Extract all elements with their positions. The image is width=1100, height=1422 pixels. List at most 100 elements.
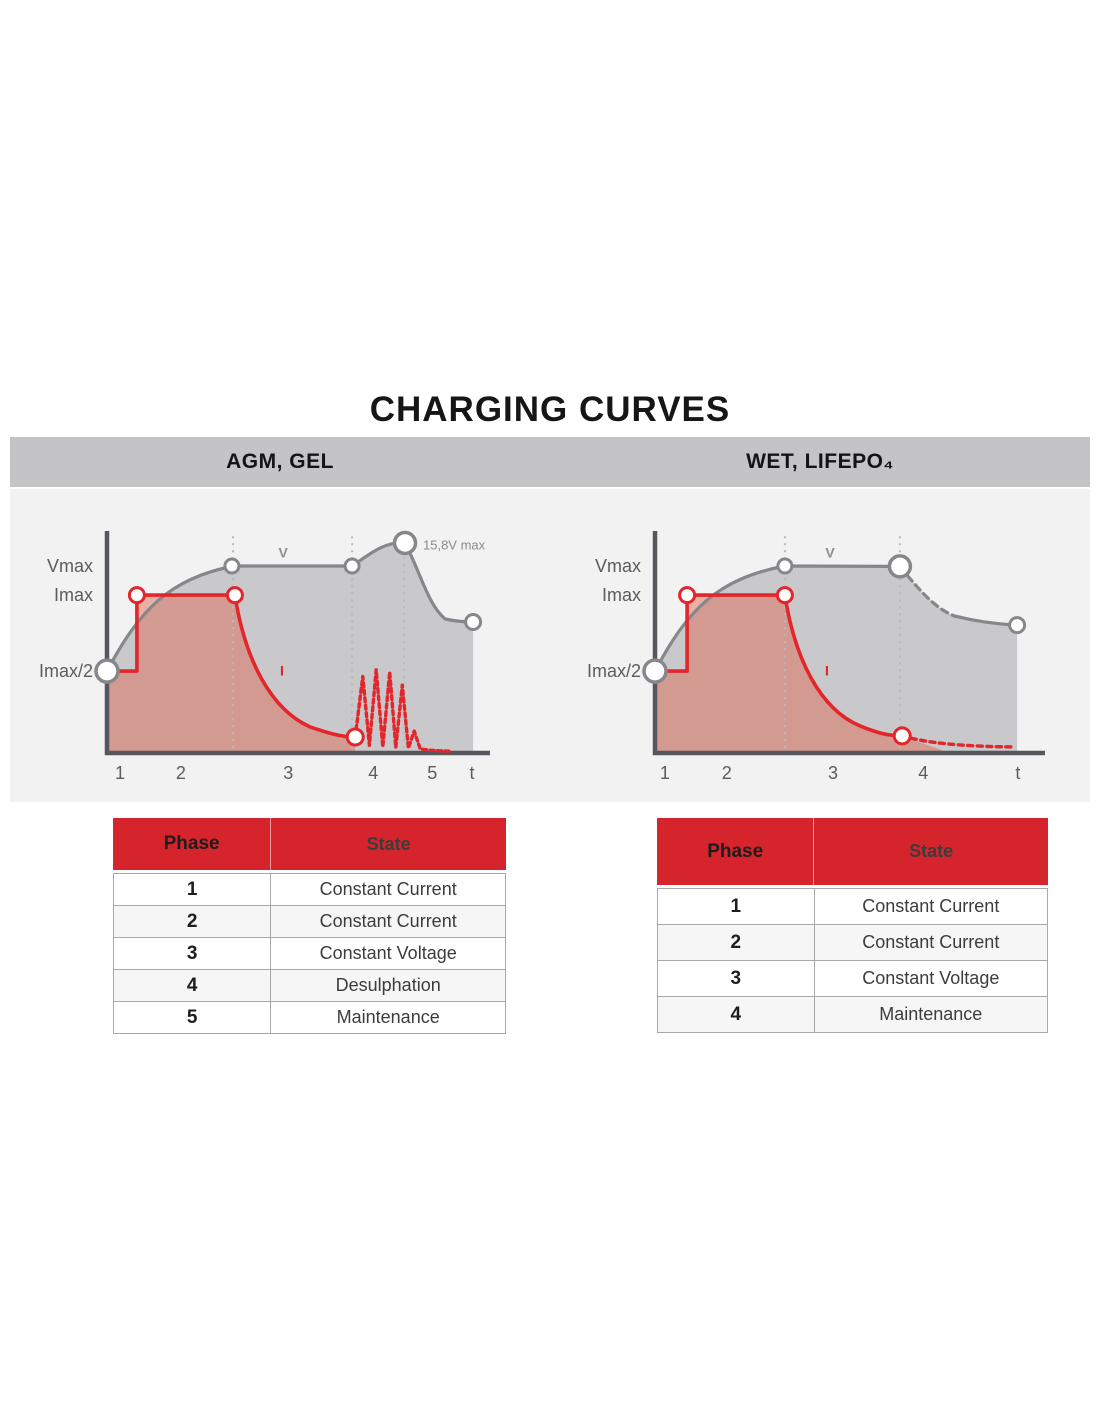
x-axis-labels: 1 2 3 4 5 t [115, 763, 475, 783]
curve-point-marker [1008, 616, 1027, 635]
x-axis-label: 1 [660, 763, 670, 783]
phase-cell: 4 [730, 1003, 742, 1025]
curve-point-marker [678, 586, 697, 605]
state-cell: Desulphation [270, 970, 505, 1001]
x-axis-label: t [469, 763, 474, 783]
state-cell: Constant Current [813, 889, 1047, 924]
phase-cell: 4 [186, 974, 198, 996]
x-axis-label: t [1015, 763, 1020, 783]
x-axis-label: 1 [115, 763, 125, 783]
current-line [653, 593, 904, 738]
curve-annotation: V [279, 544, 289, 560]
x-axis-label: 3 [283, 763, 293, 783]
y-axis-label: Imax [54, 585, 93, 605]
y-axis-labels: Vmax Imax Imax/2 [39, 556, 93, 681]
curve-annotation: I [280, 663, 284, 679]
state-cell: Constant Current [270, 874, 505, 905]
x-axis-label: 2 [722, 763, 732, 783]
y-axis-label: Imax/2 [587, 661, 641, 681]
phase-state-table-agm-gel: Phase State 1 Constant Current 2 Constant Cur… [113, 818, 506, 1034]
state-cell: Constant Current [270, 906, 505, 937]
charging-curve-svg: V I 15,8V max Vmax Imax Imax/2 1 2 3 4 5 t [39, 530, 490, 783]
state-cell: Constant Voltage [813, 961, 1047, 996]
table-row: 3 Constant Voltage [114, 938, 505, 970]
phase-cell: 2 [186, 910, 198, 932]
y-axis-label: Imax/2 [39, 661, 93, 681]
axes [652, 531, 1045, 756]
table-row: 2 Constant Current [658, 925, 1047, 961]
series-areas [655, 566, 1018, 753]
current-area [107, 595, 356, 753]
phase-cell: 2 [730, 931, 742, 953]
voltage-area [655, 566, 1018, 753]
axes [104, 531, 490, 756]
current-line [105, 593, 357, 739]
table-row: 1 Constant Current [114, 874, 505, 906]
curve-annotation: 15,8V max [423, 538, 486, 553]
curve-point-marker [776, 557, 794, 575]
curve-point-marker [887, 554, 913, 579]
phase-cell: 3 [730, 967, 742, 989]
curve-markers [94, 530, 483, 747]
desulphation-pulses [353, 668, 452, 753]
x-axis-label: 3 [828, 763, 838, 783]
y-axis-label: Vmax [595, 556, 641, 576]
chart-header-agm-gel: AGM, GEL [226, 450, 334, 473]
curve-point-marker [345, 727, 365, 747]
table-header-row: Phase State [657, 818, 1048, 885]
table-row: 4 Desulphation [114, 970, 505, 1002]
y-axis-label: Imax [602, 585, 641, 605]
y-axis-label: Vmax [47, 556, 93, 576]
chart-agm-gel: V I 15,8V max Vmax Imax Imax/2 1 2 3 4 5 t [10, 489, 550, 802]
phase-cell: 3 [186, 942, 198, 964]
curve-point-marker [127, 586, 146, 605]
phase-cell: 1 [730, 895, 742, 917]
curve-markers [642, 554, 1027, 746]
chart-wet-lifepo4: V I Vmax Imax Imax/2 1 2 3 4 t [550, 489, 1090, 802]
annotations: VI [825, 544, 835, 678]
curve-point-marker [94, 658, 120, 684]
curve-annotation: I [825, 663, 829, 679]
x-axis-label: 4 [368, 763, 378, 783]
phase-state-table-wet-lifepo4: Phase State 1 Constant Current 2 Constant Cur… [657, 818, 1048, 1033]
table-row: 4 Maintenance [658, 997, 1047, 1032]
table-body: 1 Constant Current 2 Constant Current 3 Const… [657, 888, 1048, 1033]
page-title: CHARGING CURVES [369, 390, 731, 429]
curve-point-marker [223, 557, 241, 575]
table-header-state: State [813, 818, 1048, 885]
x-axis-label: 5 [427, 763, 437, 783]
table-row: 5 Maintenance [114, 1002, 505, 1033]
curve-point-marker [392, 530, 418, 556]
table-header-phase: Phase [163, 833, 220, 854]
state-cell: Maintenance [813, 997, 1047, 1032]
phase-cell: 5 [186, 1006, 198, 1028]
table-header-phase: Phase [707, 840, 764, 862]
table-row: 2 Constant Current [114, 906, 505, 938]
state-cell: Constant Voltage [270, 938, 505, 969]
table-row: 1 Constant Current [658, 889, 1047, 925]
y-axis-labels: Vmax Imax Imax/2 [587, 556, 641, 681]
table-row: 3 Constant Voltage [658, 961, 1047, 997]
chart-headers-bar: AGM, GEL WET, LIFEPO₄ [10, 437, 1090, 487]
charts-area: V I 15,8V max Vmax Imax Imax/2 1 2 3 4 5 t V I Vmax Im… [10, 489, 1090, 802]
curve-point-marker [225, 586, 244, 605]
curve-point-marker [642, 658, 668, 684]
table-header-state: State [270, 818, 506, 870]
curve-annotation: V [825, 544, 835, 560]
x-axis-label: 4 [918, 763, 928, 783]
phase-cell: 1 [186, 878, 198, 900]
state-cell: Maintenance [270, 1002, 505, 1033]
curve-point-marker [343, 557, 361, 575]
annotations: V I 15,8V max [279, 538, 486, 679]
state-cell: Constant Current [813, 925, 1047, 960]
table-body: 1 Constant Current 2 Constant Current 3 Const… [113, 873, 506, 1034]
chart-header-wet-lifepo4: WET, LIFEPO₄ [746, 450, 894, 473]
table-header-row: Phase State [113, 818, 506, 870]
x-axis-label: 2 [176, 763, 186, 783]
curve-point-marker [775, 586, 794, 605]
current-area [655, 595, 942, 753]
x-axis-labels: 1 2 3 4 t [660, 763, 1021, 783]
curve-point-marker [464, 613, 483, 631]
curve-point-marker [892, 726, 912, 746]
